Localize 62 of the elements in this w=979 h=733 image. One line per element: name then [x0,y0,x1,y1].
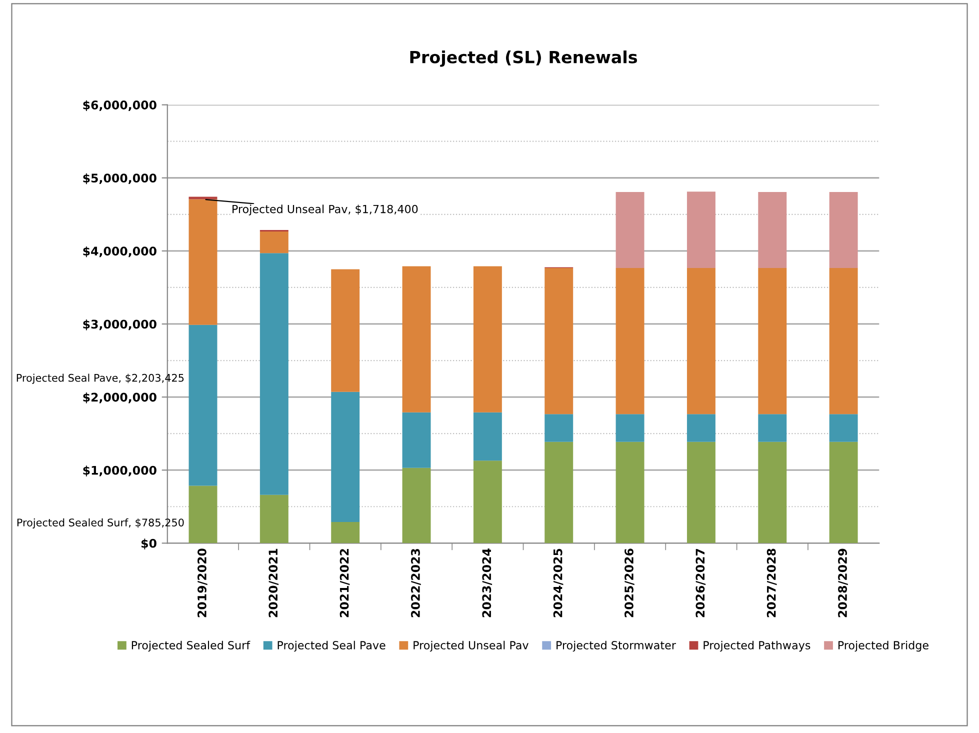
bar [616,268,644,414]
x-tick-label: 2028/2029 [838,548,848,618]
legend-label: Projected Bridge [838,640,928,652]
bar [686,268,716,414]
bar [544,268,574,414]
bar [686,442,716,544]
bar [188,324,218,486]
x-tick-label: 2019/2020 [197,548,208,618]
bar [188,196,218,200]
annotation: Projected Unseal Pav, $1,718,400 [232,204,418,216]
x-tick-label: 2025/2026 [624,548,634,618]
bar [829,414,858,442]
annotation: Projected Sealed Surf, $785,250 [17,518,184,528]
x-tick-label: 2021/2022 [340,549,350,618]
x-tick-label: 2022/2023 [411,548,421,618]
chart-title: Projected (SL) Renewals [410,50,637,67]
x-tick-label: 2023/2024 [482,548,492,618]
bar [829,268,858,414]
bar [260,253,288,495]
bar [402,412,431,468]
y-tick-label: $3,000,000 [83,320,156,330]
x-tick-label: 2020/2021 [268,548,279,618]
bar [473,266,502,412]
bar [616,192,644,268]
y-tick-label: $2,000,000 [83,392,156,404]
bar [686,414,716,442]
x-tick-label: 2024/2025 [553,548,564,618]
bar [188,199,218,325]
legend-label: Projected Stormwater [556,640,676,652]
legend-label: Projected Seal Pave [278,640,386,652]
bar [758,192,787,268]
bar [544,442,574,544]
bar [616,414,644,442]
y-tick-label: $4,000,000 [83,246,156,258]
x-tick-label: 2027/2028 [766,548,777,618]
x-tick-label: 2026/2027 [696,548,706,618]
bar [829,442,858,544]
bar [260,232,288,254]
bar [758,442,787,544]
y-tick-label: $5,000,000 [83,173,156,184]
y-tick-label: $0 [141,538,156,550]
bar [260,494,288,544]
bar [758,414,787,442]
bar [331,522,360,544]
bar [402,266,431,412]
bar [188,486,218,544]
bar [544,414,574,442]
bar [473,412,502,461]
bar [402,468,431,544]
legend-label: Projected Pathways [704,640,810,652]
bar [616,442,644,544]
legend-label: Projected Sealed Surf [132,640,250,652]
bar [473,460,502,544]
legend-label: Projected Unseal Pav [414,640,528,652]
bar [829,192,858,268]
y-tick-label: $1,000,000 [83,466,156,476]
annotation: Projected Seal Pave, $2,203,425 [16,374,184,384]
bar [758,268,787,414]
bar [686,192,716,268]
y-tick-label: $6,000,000 [83,100,156,112]
bar [331,269,360,392]
bar [331,392,360,522]
